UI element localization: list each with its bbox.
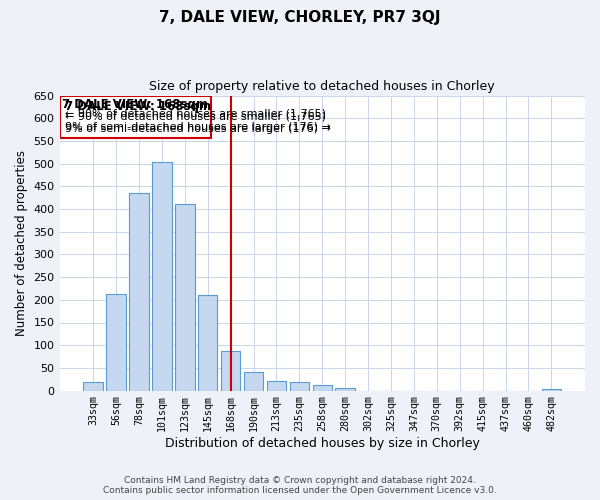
Bar — [267, 380, 286, 390]
Bar — [542, 389, 561, 390]
Text: 7 DALE VIEW: 168sqm: 7 DALE VIEW: 168sqm — [65, 100, 211, 113]
Bar — [152, 162, 172, 390]
Bar — [313, 385, 332, 390]
X-axis label: Distribution of detached houses by size in Chorley: Distribution of detached houses by size … — [165, 437, 480, 450]
Y-axis label: Number of detached properties: Number of detached properties — [15, 150, 28, 336]
Text: ← 90% of detached houses are smaller (1,765): ← 90% of detached houses are smaller (1,… — [65, 112, 326, 122]
FancyBboxPatch shape — [59, 96, 211, 138]
Bar — [198, 296, 217, 390]
Bar — [244, 372, 263, 390]
Title: Size of property relative to detached houses in Chorley: Size of property relative to detached ho… — [149, 80, 495, 93]
Bar — [129, 193, 149, 390]
Text: 7, DALE VIEW, CHORLEY, PR7 3QJ: 7, DALE VIEW, CHORLEY, PR7 3QJ — [159, 10, 441, 25]
Text: ← 90% of detached houses are smaller (1,765): ← 90% of detached houses are smaller (1,… — [65, 109, 326, 119]
Text: 9% of semi-detached houses are larger (176) →: 9% of semi-detached houses are larger (1… — [65, 124, 331, 134]
Bar — [290, 382, 309, 390]
Bar — [106, 294, 126, 390]
Bar — [221, 350, 241, 391]
Text: 7 DALE VIEW: 168sqm: 7 DALE VIEW: 168sqm — [62, 98, 208, 110]
Text: 9% of semi-detached houses are larger (176) →: 9% of semi-detached houses are larger (1… — [65, 122, 331, 132]
Bar — [175, 204, 194, 390]
Text: Contains HM Land Registry data © Crown copyright and database right 2024.
Contai: Contains HM Land Registry data © Crown c… — [103, 476, 497, 495]
Bar — [335, 388, 355, 390]
Bar — [83, 382, 103, 390]
